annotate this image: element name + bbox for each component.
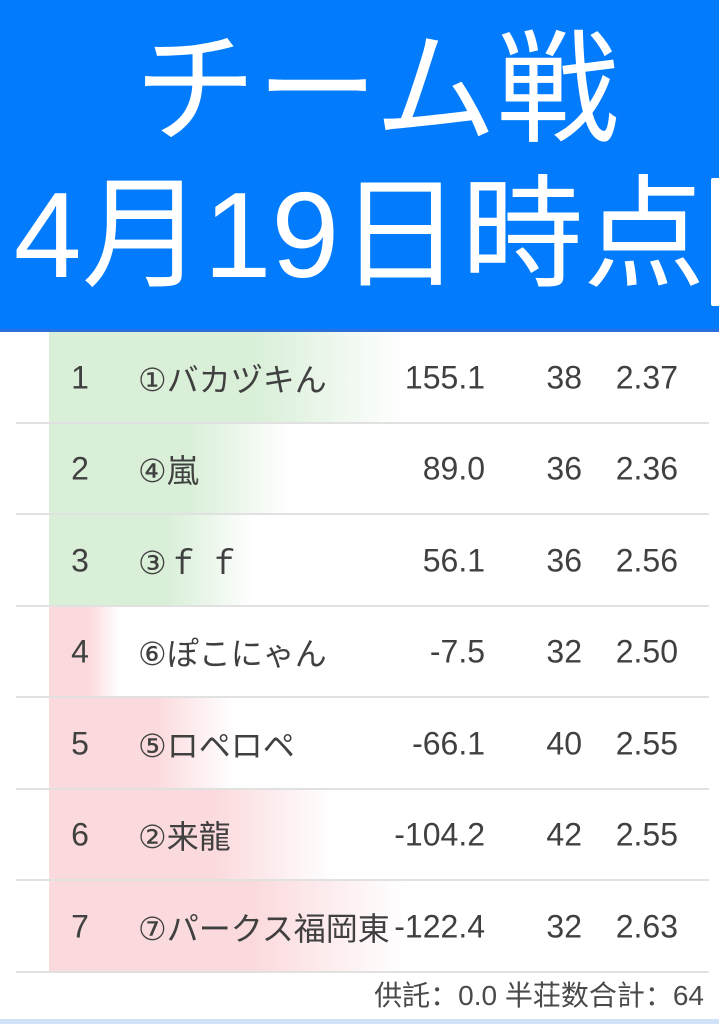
team-cell: ⑤ロペロペ — [138, 727, 295, 764]
games-cell: 36 — [546, 542, 582, 579]
bottom-accent-bar — [0, 1019, 719, 1024]
header-title-line1: チーム戦 — [134, 22, 619, 158]
table-row: 3 ③ｆ ｆ 56.1 36 2.56 — [0, 515, 719, 607]
team-cell: ⑦パークス福岡東 — [138, 910, 390, 947]
avg-cell: 2.36 — [615, 450, 678, 487]
score-bar — [49, 515, 254, 607]
avg-cell: 2.63 — [615, 908, 678, 945]
team-cell: ②来龍 — [138, 819, 231, 856]
games-cell: 32 — [546, 908, 582, 945]
row-divider — [16, 970, 709, 973]
table-row: 1 ①バカヅキん 155.1 38 2.37 — [0, 332, 719, 424]
games-cell: 38 — [546, 359, 582, 396]
team-cell: ⑥ぽこにゃん — [138, 636, 327, 673]
table-row: 4 ⑥ぽこにゃん -7.5 32 2.50 — [0, 606, 719, 698]
score-cell: -104.2 — [394, 816, 485, 853]
row-divider — [16, 787, 709, 790]
footer: 供託：0.0 半荘数合計：64 — [0, 972, 719, 1019]
table-row: 5 ⑤ロペロペ -66.1 40 2.55 — [0, 698, 719, 790]
table-row: 6 ②来龍 -104.2 42 2.55 — [0, 789, 719, 881]
avg-cell: 2.56 — [615, 542, 678, 579]
rank-cell: 5 — [71, 725, 89, 762]
avg-cell: 2.55 — [615, 816, 678, 853]
score-cell: -66.1 — [412, 725, 485, 762]
footer-stats-text: 供託：0.0 半荘数合計：64 — [374, 980, 704, 1011]
games-cell: 32 — [546, 633, 582, 670]
score-cell: -122.4 — [394, 908, 485, 945]
rank-cell: 7 — [71, 908, 89, 945]
team-cell: ③ｆ ｆ — [138, 544, 240, 581]
row-divider — [16, 879, 709, 881]
avg-cell: 2.37 — [615, 359, 678, 396]
games-cell: 40 — [546, 725, 582, 762]
games-cell: 42 — [546, 816, 582, 853]
score-cell: 56.1 — [422, 542, 485, 579]
score-bar — [49, 606, 119, 698]
rank-cell: 4 — [71, 633, 89, 670]
row-divider — [16, 696, 709, 698]
score-cell: -7.5 — [429, 633, 485, 670]
header-banner: チーム戦 4月19日時点 — [0, 0, 719, 332]
rank-cell: 1 — [71, 359, 89, 396]
table-row: 7 ⑦パークス福岡東 -122.4 32 2.63 — [0, 881, 719, 973]
standings-table: 1 ①バカヅキん 155.1 38 2.37 2 ④嵐 89.0 36 2.36… — [0, 332, 719, 973]
games-cell: 36 — [546, 450, 582, 487]
avg-cell: 2.50 — [615, 633, 678, 670]
rank-cell: 2 — [71, 450, 89, 487]
score-bar — [49, 789, 334, 881]
team-cell: ④嵐 — [138, 453, 199, 490]
row-divider — [16, 513, 709, 515]
header-title-line2: 4月19日時点 — [13, 167, 706, 303]
score-bar — [49, 423, 289, 515]
rank-cell: 6 — [71, 816, 89, 853]
table-row: 2 ④嵐 89.0 36 2.36 — [0, 423, 719, 515]
avg-cell: 2.55 — [615, 725, 678, 762]
rank-cell: 3 — [71, 542, 89, 579]
score-cell: 155.1 — [404, 359, 485, 396]
score-cell: 89.0 — [422, 450, 485, 487]
score-bar — [49, 332, 404, 424]
row-divider — [16, 421, 709, 424]
team-cell: ①バカヅキん — [138, 361, 327, 398]
score-bar — [49, 881, 404, 973]
score-bar — [49, 698, 234, 790]
clipped-glyph-fragment — [711, 178, 719, 306]
row-divider — [16, 604, 709, 607]
